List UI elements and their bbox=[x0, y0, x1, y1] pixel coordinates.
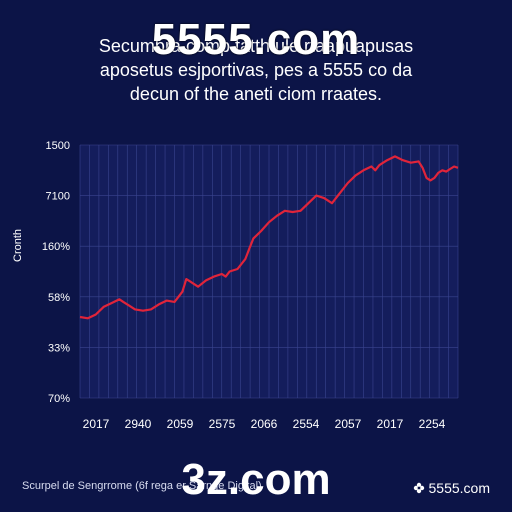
headline-watermark: 5555.com bbox=[151, 15, 361, 64]
x-tick-label: 2940 bbox=[125, 417, 152, 431]
y-axis-ticks: 1500 7100 160% 58% 33% 70% bbox=[42, 140, 70, 405]
x-tick-label: 2575 bbox=[209, 417, 236, 431]
x-tick-label: 2554 bbox=[293, 417, 320, 431]
y-tick-label: 7100 bbox=[46, 191, 70, 203]
y-tick-label: 70% bbox=[48, 393, 70, 405]
x-tick-label: 2066 bbox=[251, 417, 278, 431]
y-tick-label: 160% bbox=[42, 241, 70, 253]
y-axis-label: Cronth bbox=[12, 228, 24, 262]
chart-subtitle: Secumbra comp tatth ule rtaapuapusas apo… bbox=[20, 34, 492, 106]
subtitle-line-2: aposetus esjportivas, pes a 5555 co da bbox=[99, 60, 413, 80]
y-tick-label: 1500 bbox=[46, 140, 70, 152]
grid-lines bbox=[79, 144, 459, 399]
flower-logo-icon bbox=[413, 482, 424, 494]
x-tick-label: 2254 bbox=[419, 417, 446, 431]
y-tick-label: 33% bbox=[48, 342, 70, 354]
source-note: Scurpel de Sengrrome (6f rega er Sarnge … bbox=[22, 480, 262, 492]
x-tick-label: 2059 bbox=[167, 417, 194, 431]
brand-mark[interactable]: 5555.com bbox=[413, 480, 490, 496]
y-tick-label: 58% bbox=[48, 292, 70, 304]
subtitle-line-1: Secumbra comp tatth ule rtaapuapusas bbox=[98, 36, 414, 56]
footer-watermark: 3z.com bbox=[181, 455, 331, 504]
x-axis-ticks: 2017 2940 2059 2575 2066 2554 2057 2017 2254 bbox=[83, 417, 446, 431]
subtitle-line-3: decun of the aneti ciom rraates. bbox=[129, 84, 383, 104]
x-tick-label: 2017 bbox=[83, 417, 110, 431]
series-line bbox=[79, 155, 459, 320]
x-tick-label: 2017 bbox=[377, 417, 404, 431]
x-tick-label: 2057 bbox=[335, 417, 362, 431]
brand-text: 5555.com bbox=[428, 480, 490, 496]
